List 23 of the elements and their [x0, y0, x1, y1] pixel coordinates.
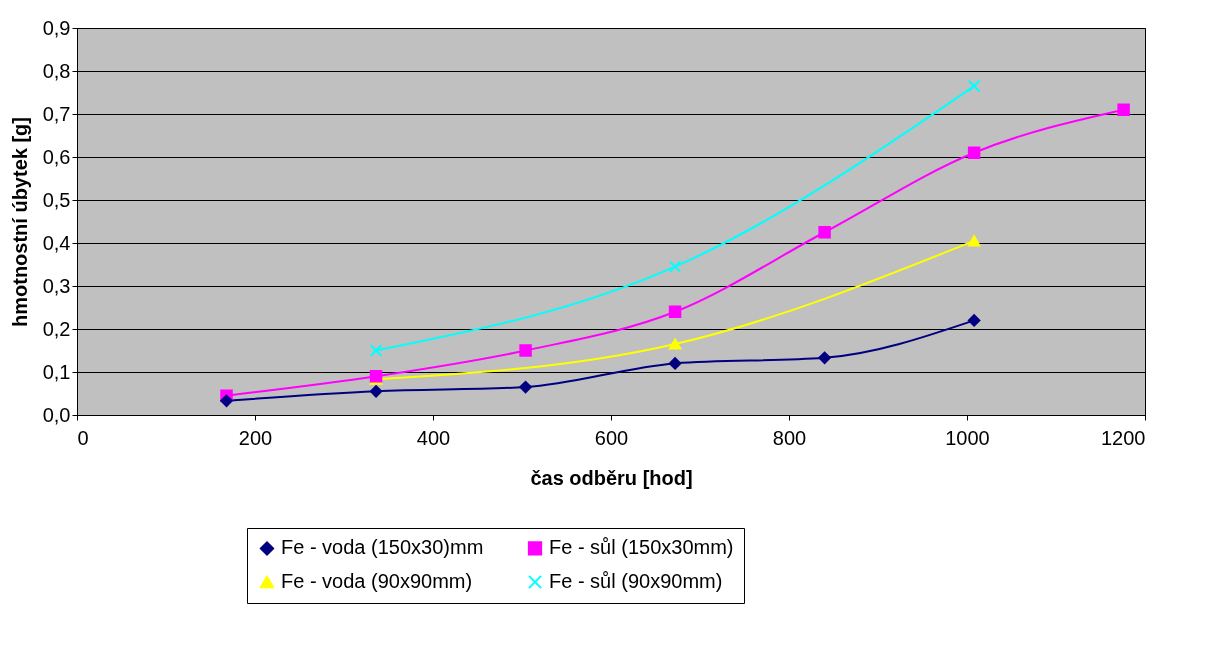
x-tick-label: 400 [416, 426, 451, 449]
x-axis-title: čas odběru [hod] [530, 466, 693, 489]
y-tick-label: 0,2 [42, 317, 71, 340]
legend-label: Fe - sůl (90x90mm) [549, 570, 723, 592]
x-tick-label: 0 [77, 426, 89, 449]
legend-label: Fe - sůl (150x30mm) [549, 536, 734, 559]
x-tick-label: 800 [772, 426, 807, 449]
y-tick-label: 0,5 [42, 188, 71, 211]
y-tick-label: 0,0 [42, 403, 71, 426]
legend-label: Fe - voda (150x30)mm [281, 536, 484, 559]
x-tick-label: 600 [594, 426, 629, 449]
y-tick-label: 0,4 [42, 231, 71, 254]
y-tick-label: 0,3 [42, 274, 71, 297]
x-tick-label: 1200 [1101, 426, 1146, 449]
x-tick-label: 1000 [945, 426, 990, 449]
y-tick-label: 0,8 [42, 59, 71, 82]
y-tick-label: 0,9 [42, 16, 71, 39]
legend-label: Fe - voda (90x90mm) [281, 570, 473, 592]
y-tick-label: 0,1 [42, 360, 71, 383]
x-tick-label: 200 [238, 426, 273, 449]
y-axis-title: hmotnostní úbytek [g] [8, 117, 31, 327]
y-tick-label: 0,7 [42, 102, 71, 125]
y-tick-label: 0,6 [42, 145, 71, 168]
